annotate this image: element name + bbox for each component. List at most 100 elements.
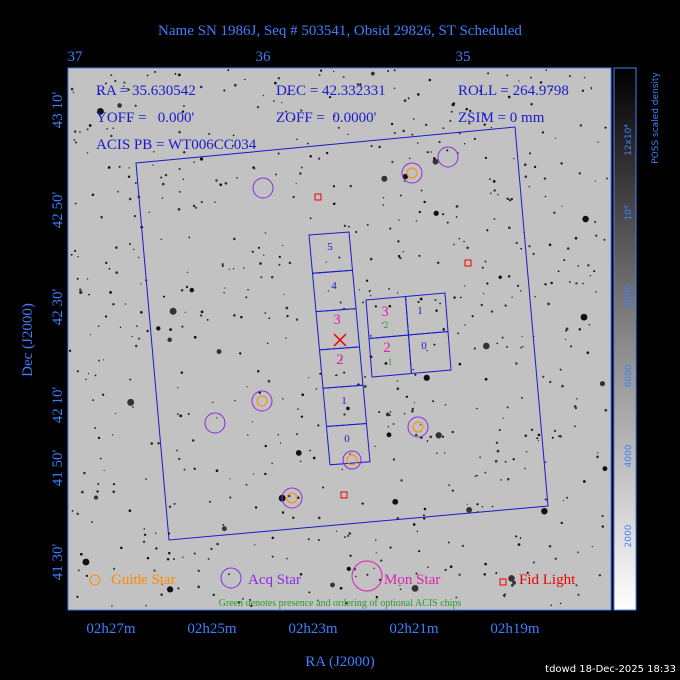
star — [274, 173, 277, 176]
star — [510, 197, 514, 201]
star — [278, 263, 281, 266]
star — [597, 141, 599, 143]
star — [197, 585, 201, 589]
star — [361, 502, 364, 505]
star — [153, 151, 155, 153]
star — [322, 486, 325, 489]
legend-acq: Acq Star — [248, 572, 301, 588]
star — [388, 304, 392, 308]
star — [76, 512, 79, 516]
star — [178, 168, 181, 170]
star — [123, 85, 125, 87]
star — [146, 329, 149, 333]
star — [307, 538, 310, 541]
star — [517, 543, 521, 546]
star — [216, 542, 219, 546]
star — [551, 436, 554, 439]
star — [369, 257, 373, 261]
star — [523, 163, 527, 167]
star — [548, 243, 552, 247]
star — [338, 256, 341, 259]
star — [591, 545, 594, 548]
star — [173, 558, 175, 560]
star — [180, 371, 184, 374]
star — [382, 204, 385, 206]
star — [129, 120, 132, 123]
star — [279, 442, 282, 444]
star — [528, 185, 530, 188]
star — [516, 284, 520, 288]
star — [601, 514, 604, 518]
star — [76, 277, 79, 280]
star — [565, 327, 569, 331]
star — [183, 105, 185, 107]
star — [112, 490, 116, 494]
star — [548, 544, 552, 548]
star — [245, 296, 248, 299]
chip-label: 3 — [333, 312, 341, 328]
star — [484, 562, 487, 566]
star — [309, 155, 312, 158]
star — [161, 583, 163, 585]
star — [333, 70, 335, 73]
star — [513, 157, 515, 160]
star — [103, 469, 105, 471]
star — [299, 172, 302, 175]
star — [112, 483, 116, 486]
star — [396, 292, 399, 294]
star — [120, 546, 123, 550]
star — [71, 510, 74, 512]
info-zoff: ZOFF = 0.0000' — [276, 110, 377, 126]
star — [520, 346, 522, 349]
star — [355, 575, 357, 578]
star — [494, 459, 498, 463]
star — [271, 555, 274, 558]
star — [582, 480, 586, 483]
star — [593, 270, 596, 273]
star — [91, 193, 95, 196]
star — [601, 525, 605, 528]
star — [458, 237, 461, 240]
star — [483, 573, 486, 576]
star — [183, 151, 186, 154]
acq-star — [401, 162, 423, 184]
star — [349, 554, 352, 557]
star — [100, 215, 103, 219]
star — [458, 362, 462, 366]
star — [145, 605, 147, 607]
star — [208, 500, 212, 503]
star — [442, 213, 445, 216]
star — [347, 534, 350, 537]
star — [181, 325, 184, 328]
star — [498, 428, 501, 432]
star — [227, 69, 230, 72]
star — [491, 505, 494, 508]
star — [154, 70, 157, 74]
star — [444, 404, 447, 406]
star — [173, 502, 176, 505]
star — [578, 172, 581, 175]
aimpoint — [333, 333, 347, 347]
star — [73, 139, 76, 141]
star — [216, 417, 218, 419]
star — [299, 573, 303, 576]
star — [110, 134, 113, 138]
star — [312, 456, 316, 460]
star — [317, 599, 319, 602]
star — [501, 336, 504, 339]
star — [288, 261, 292, 265]
star — [234, 399, 236, 402]
star — [187, 412, 190, 416]
star — [504, 304, 507, 307]
star — [128, 167, 130, 169]
title: Name SN 1986J, Seq # 503541, Obsid 29826… — [158, 23, 522, 39]
star — [349, 184, 353, 188]
star — [85, 574, 89, 578]
star — [544, 195, 547, 198]
chip-label: 2 — [336, 352, 344, 368]
legend-guide-icon — [89, 574, 101, 586]
star — [504, 593, 507, 595]
star — [506, 197, 509, 200]
star — [86, 278, 89, 280]
star — [166, 586, 174, 593]
